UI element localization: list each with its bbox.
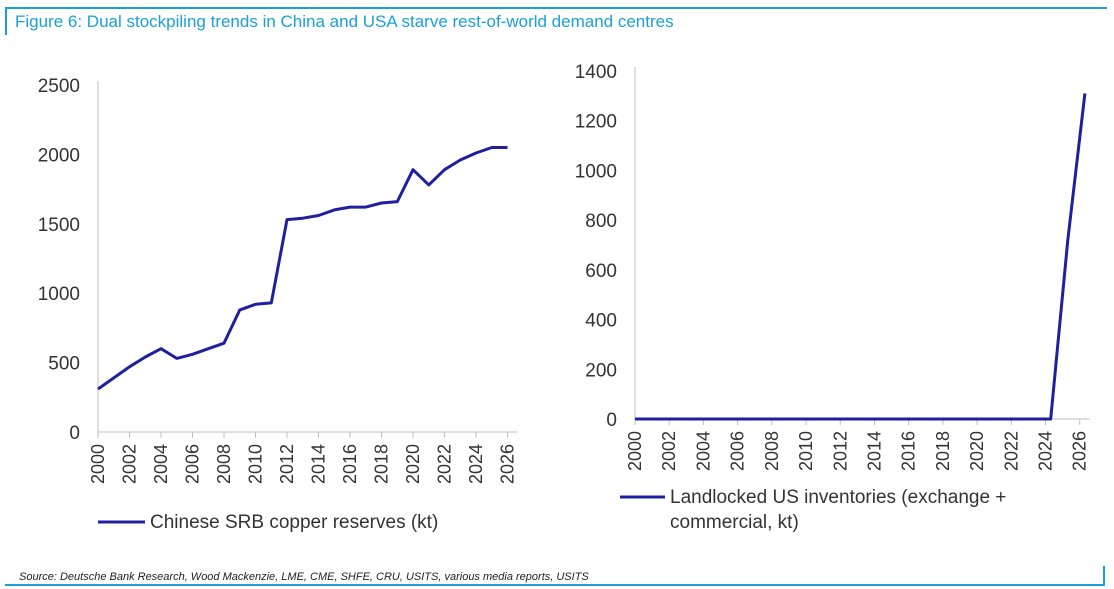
chart1-x-tick-label: 2010	[246, 444, 266, 484]
chart2-x-tick-label: 2002	[659, 431, 679, 471]
chart2-y-tick-label: 1400	[575, 62, 617, 83]
chart1-y-tick-label: 2500	[38, 76, 80, 97]
chart1-x-tick-label: 2008	[214, 444, 234, 484]
chart2-y-tick-label: 0	[606, 410, 617, 431]
chart1-x-tick-label: 2022	[435, 444, 455, 484]
chart1-x-tick-label: 2016	[340, 444, 360, 484]
chart1-x-tick-label: 2012	[277, 444, 297, 484]
chart1-y-tick-label: 2000	[38, 145, 80, 166]
chart1-x-tick-label: 2024	[466, 444, 486, 484]
title-bar: Figure 6: Dual stockpiling trends in Chi…	[5, 7, 1107, 35]
chart2-legend-label: commercial, kt)	[670, 512, 799, 533]
chart2-x-tick-label: 2010	[796, 431, 816, 471]
chart1-x-tick-label: 2004	[151, 444, 171, 484]
chart2-x-tick-label: 2024	[1036, 431, 1056, 471]
chart1-x-tick-label: 2014	[309, 444, 329, 484]
chart2-y-tick-label: 400	[585, 311, 617, 332]
chart2-y-tick-label: 1200	[575, 112, 617, 133]
chart2-y-tick-label: 600	[585, 261, 617, 282]
chart1-y-tick-label: 1500	[38, 215, 80, 236]
chart2-x-tick-label: 2018	[933, 431, 953, 471]
chart1-y-tick-label: 1000	[38, 284, 80, 305]
chart1-y-tick-label: 0	[69, 423, 80, 444]
chart2-x-tick-label: 2004	[693, 431, 713, 471]
chart2-x-tick-label: 2006	[728, 431, 748, 471]
chart2-x-tick-label: 2014	[864, 431, 884, 471]
figure-title: Figure 6: Dual stockpiling trends in Chi…	[15, 12, 674, 31]
chart1-x-tick-label: 2002	[120, 444, 140, 484]
chart1-y-tick-label: 500	[48, 354, 80, 375]
chart2-y-tick-label: 1000	[575, 161, 617, 182]
chart2-x-tick-label: 2022	[1001, 431, 1021, 471]
source-note: Source: Deutsche Bank Research, Wood Mac…	[19, 571, 589, 583]
chart1-series-line	[97, 146, 508, 391]
chart2-x-tick-label: 2000	[625, 431, 645, 471]
chart2-y-tick-label: 200	[585, 360, 617, 381]
source-bar: Source: Deutsche Bank Research, Wood Mac…	[5, 566, 1105, 586]
chart1-legend-label: Chinese SRB copper reserves (kt)	[150, 512, 438, 533]
chart1-x-tick-label: 2020	[403, 444, 423, 484]
chart2-x-tick-label: 2020	[967, 431, 987, 471]
chart2-x-tick-label: 2026	[1070, 431, 1090, 471]
chart2-y-tick-label: 800	[585, 211, 617, 232]
chart2-x-tick-label: 2016	[899, 431, 919, 471]
chart1-x-tick-label: 2000	[88, 444, 108, 484]
chart1-x-tick-label: 2026	[498, 444, 518, 484]
chart2-legend-label: Landlocked US inventories (exchange +	[670, 487, 1006, 508]
chart2-x-tick-label: 2012	[830, 431, 850, 471]
chart1-x-tick-label: 2018	[372, 444, 392, 484]
chart2-x-tick-label: 2008	[762, 431, 782, 471]
chart2-series-line	[635, 93, 1087, 421]
chart1-x-tick-label: 2006	[183, 444, 203, 484]
